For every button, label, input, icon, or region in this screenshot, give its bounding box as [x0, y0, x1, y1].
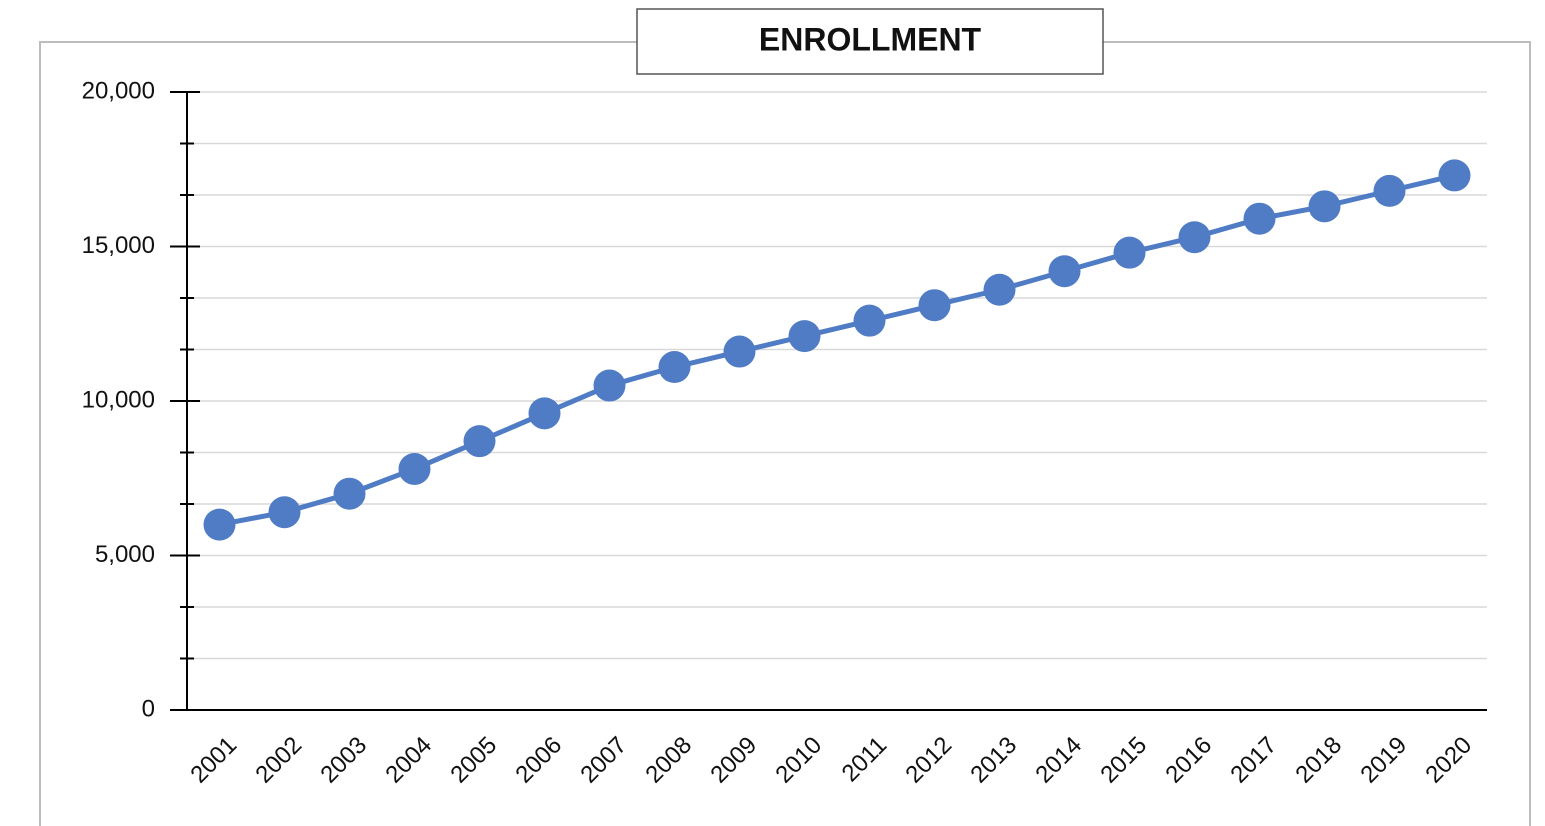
data-point — [268, 496, 301, 529]
data-point — [918, 289, 951, 322]
chart-title: ENROLLMENT — [759, 21, 982, 57]
data-point — [1243, 202, 1276, 235]
title-box — [636, 8, 1104, 75]
data-point — [1048, 255, 1081, 288]
chart-frame — [39, 41, 1531, 826]
data-point — [528, 397, 561, 430]
data-point — [398, 452, 431, 485]
y-tick-label: 10,000 — [82, 386, 155, 413]
y-tick-label: 20,000 — [82, 77, 155, 104]
data-point — [723, 335, 756, 368]
data-point — [463, 425, 496, 458]
y-tick-label: 15,000 — [82, 232, 155, 259]
y-tick-label: 0 — [142, 695, 155, 722]
data-point — [1178, 221, 1211, 254]
data-point — [203, 508, 236, 541]
data-point — [593, 369, 626, 402]
data-point — [788, 320, 821, 353]
data-point — [1308, 190, 1341, 223]
data-point — [1438, 159, 1471, 192]
data-point — [1113, 236, 1146, 269]
data-point — [333, 477, 366, 510]
data-point — [1373, 174, 1406, 207]
data-point — [658, 351, 691, 384]
data-point — [853, 304, 886, 337]
y-tick-label: 5,000 — [95, 541, 155, 568]
data-point — [983, 273, 1016, 306]
